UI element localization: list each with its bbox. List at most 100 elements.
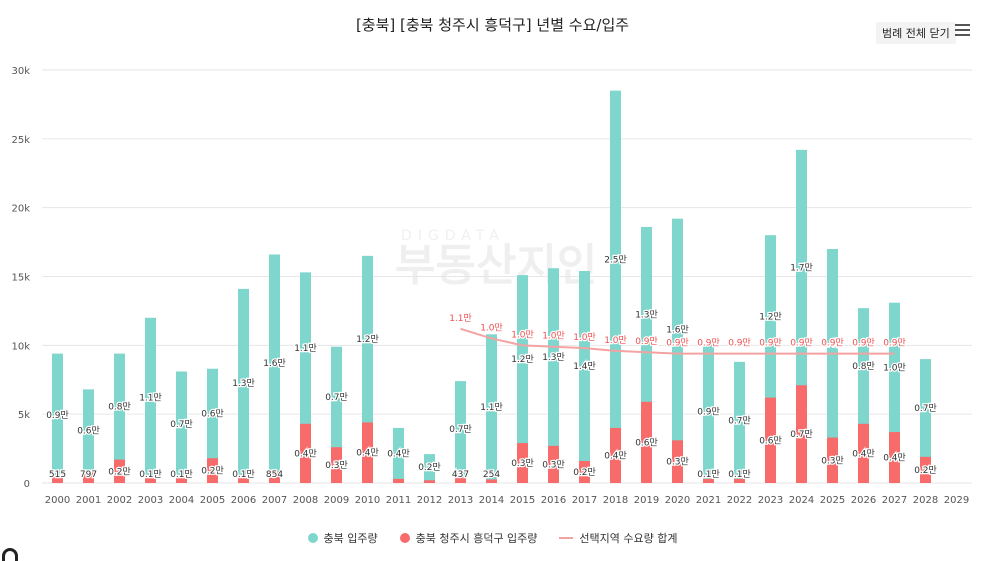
legend-label-district: 충북 청주시 흥덕구 입주량 (415, 532, 538, 545)
bar-total (83, 389, 94, 483)
bar-district (641, 401, 652, 483)
x-tick-label: 2017 (572, 495, 597, 506)
bar-district (145, 477, 156, 483)
label-district: 0.4만 (883, 453, 906, 464)
bar-district (486, 479, 497, 483)
legend-item-total[interactable]: 충북 입주량 (307, 530, 378, 546)
bar-district (703, 478, 714, 483)
label-district: 0.6만 (759, 435, 782, 446)
label-total: 0.2만 (418, 462, 441, 473)
bar-total (393, 427, 404, 483)
label-total: 1.3만 (635, 309, 658, 320)
x-tick-label: 2021 (696, 495, 721, 506)
label-total: 1.0만 (883, 362, 906, 373)
label-district: 0.1만 (139, 469, 162, 480)
label-demand: 0.9만 (759, 338, 782, 349)
x-tick-label: 2020 (665, 495, 690, 506)
label-district: 0.1만 (728, 469, 751, 480)
x-tick-label: 2013 (448, 495, 473, 506)
bar-district (52, 475, 63, 483)
y-tick-label: 5k (18, 410, 30, 421)
x-tick-label: 2002 (107, 495, 132, 506)
label-total: 0.8만 (108, 402, 131, 413)
x-tick-label: 2001 (76, 495, 101, 506)
label-total: 1.2만 (759, 311, 782, 322)
bar-district (114, 459, 125, 483)
x-tick-label: 2000 (45, 495, 70, 506)
x-tick-label: 2009 (324, 495, 349, 506)
x-tick-label: 2006 (231, 495, 256, 506)
label-district: 854 (266, 470, 283, 480)
x-tick-label: 2003 (138, 495, 163, 506)
label-demand: 0.9만 (666, 338, 689, 349)
x-tick-label: 2014 (479, 495, 504, 506)
bar-total (145, 317, 156, 483)
label-total: 0.9만 (697, 406, 720, 417)
bar-total (300, 272, 311, 483)
bar-district (796, 385, 807, 483)
corner-logo-icon (2, 548, 18, 561)
bar-district (579, 460, 590, 483)
label-district: 0.1만 (232, 469, 255, 480)
label-district: 0.2만 (573, 467, 596, 478)
y-tick-label: 15k (11, 273, 30, 284)
x-tick-label: 2010 (355, 495, 380, 506)
label-demand: 1.0만 (480, 322, 503, 333)
bar-district (393, 478, 404, 483)
label-total: 1.4만 (573, 361, 596, 372)
x-tick-label: 2022 (727, 495, 752, 506)
x-tick-label: 2008 (293, 495, 318, 506)
y-tick-label: 10k (11, 341, 30, 352)
bar-total (920, 359, 931, 483)
line-demand (460, 327, 895, 355)
bar-total (579, 270, 590, 483)
legend-label-total: 충북 입주량 (323, 532, 378, 545)
x-tick-label: 2025 (820, 495, 845, 506)
x-tick-label: 2028 (913, 495, 938, 506)
label-total: 1.4만 (821, 338, 844, 349)
x-tick-label: 2026 (851, 495, 876, 506)
legend-swatch-district (399, 533, 410, 543)
x-tick-label: 2005 (200, 495, 225, 506)
label-district: 0.1만 (697, 469, 720, 480)
label-demand: 0.9만 (697, 338, 720, 349)
label-total: 1.3만 (542, 352, 565, 363)
label-demand: 0.9만 (883, 338, 906, 349)
label-district: 0.4만 (356, 448, 379, 459)
label-demand: 0.9만 (852, 338, 875, 349)
label-district: 0.3만 (821, 455, 844, 466)
bar-district (920, 456, 931, 483)
bar-district (455, 476, 466, 483)
hamburger-menu-icon[interactable] (955, 24, 970, 36)
chart-canvas: 0 5k 10k 15k 20k 25k 30k 2000 2001 2002 2003 2004 20… (11, 66, 972, 506)
label-total: 0.7만 (325, 392, 348, 403)
label-total: 0.9만 (46, 410, 69, 421)
bar-total (672, 218, 683, 483)
label-total: 0.7만 (170, 419, 193, 430)
bar-total (610, 90, 621, 484)
label-district: 0.3만 (325, 460, 348, 471)
bar-district (362, 422, 373, 483)
y-tick-label: 20k (11, 204, 30, 215)
legend-item-district[interactable]: 충북 청주시 흥덕구 입주량 (399, 530, 538, 546)
bar-total (362, 255, 373, 483)
label-demand: 0.9만 (790, 338, 813, 349)
bar-total (765, 235, 776, 483)
x-tick-label: 2023 (758, 495, 783, 506)
legend-toggle-button[interactable]: 범례 전체 닫기 (876, 22, 956, 44)
label-demand: 1.0만 (573, 332, 596, 343)
label-total: 0.4만 (387, 448, 410, 459)
legend-item-demand[interactable]: 선택지역 수요량 합계 (559, 530, 678, 546)
bar-total (331, 346, 342, 483)
label-total: 0.6만 (77, 426, 100, 437)
bar-total (269, 254, 280, 483)
bar-district (238, 477, 249, 483)
bar-total (486, 334, 497, 483)
label-demand: 0.9만 (821, 338, 844, 349)
y-tick-label: 30k (11, 66, 30, 77)
x-tick-label: 2024 (789, 495, 814, 506)
legend-label-demand: 선택지역 수요량 합계 (579, 532, 678, 545)
label-demand: 0.9만 (635, 336, 658, 347)
label-total: 1.2만 (356, 334, 379, 345)
label-district: 0.3만 (542, 459, 565, 470)
